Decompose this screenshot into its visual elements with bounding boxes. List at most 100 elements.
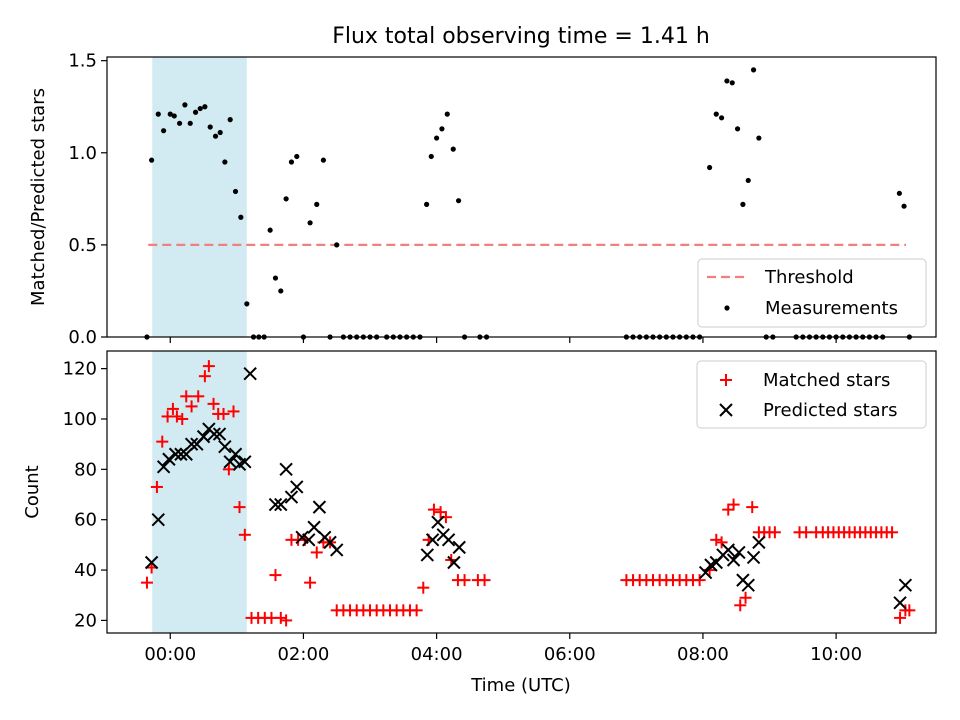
predicted-star-point xyxy=(168,447,183,461)
predicted-star-point xyxy=(746,550,761,565)
matched-star-point xyxy=(886,526,899,539)
measurement-point xyxy=(149,157,155,163)
bottom-panel: 20 40 60 80 100 120 00:00 02:00 04:00 06:00 08:00… xyxy=(22,350,937,696)
measurement-point xyxy=(176,120,183,126)
predicted-star-point xyxy=(243,366,257,381)
matched-star-point xyxy=(185,400,198,413)
matched-star-point xyxy=(458,574,471,587)
x-tick-label: 10:00 xyxy=(810,644,862,665)
x-axis-ticks-bottom: 00:00 02:00 04:00 06:00 08:00 10:00 xyxy=(144,633,862,665)
measurement-point xyxy=(202,104,208,110)
matched-star-point xyxy=(417,581,430,594)
matched-star-point xyxy=(233,501,246,514)
legend-matched-label: Matched stars xyxy=(763,370,890,391)
predicted-star-point xyxy=(312,500,327,514)
measurement-point xyxy=(283,196,289,202)
measurement-point xyxy=(187,120,193,126)
matched-star-point xyxy=(410,604,423,617)
measurement-point xyxy=(212,133,219,139)
measurement-point xyxy=(424,201,430,207)
matched-star-point xyxy=(274,611,287,624)
predicted-star-point xyxy=(174,447,188,461)
matched-star-point xyxy=(198,370,211,383)
predicted-star-point xyxy=(431,515,445,529)
measurement-point xyxy=(227,117,233,123)
measurement-point xyxy=(724,78,730,84)
y-tick-label: 60 xyxy=(74,510,97,531)
y-axis-ticks-bottom: 20 40 60 80 100 120 xyxy=(63,359,107,631)
predicted-star-point xyxy=(279,462,293,477)
matched-star-point xyxy=(176,412,189,425)
measurement-point xyxy=(155,111,161,117)
measurement-point xyxy=(745,177,751,184)
legend-top: Threshold Measurements xyxy=(697,258,927,328)
matched-stars-series xyxy=(140,360,916,627)
matched-star-point xyxy=(478,574,491,587)
predicted-star-point xyxy=(452,540,466,555)
measurement-point xyxy=(207,124,213,130)
measurement-point xyxy=(428,153,434,160)
predicted-star-point xyxy=(238,455,252,469)
predicted-star-point xyxy=(151,512,165,527)
predicted-star-point xyxy=(741,578,755,592)
measurement-point xyxy=(192,109,199,115)
y-tick-label: 80 xyxy=(74,459,97,480)
measurement-point xyxy=(267,227,273,233)
matched-star-point xyxy=(150,480,163,493)
y-tick-label: 120 xyxy=(63,359,97,380)
y-tick-label: 0.0 xyxy=(68,327,97,348)
matched-star-point xyxy=(894,611,907,624)
measurement-point xyxy=(320,157,327,163)
matched-star-point xyxy=(156,435,169,448)
predicted-star-point xyxy=(732,545,746,560)
measurement-point xyxy=(450,146,456,152)
matched-star-point xyxy=(434,506,447,519)
y-axis-label-top: Matched/Predicted stars xyxy=(28,88,49,306)
predicted-star-point xyxy=(218,439,232,454)
matched-star-point xyxy=(727,498,740,511)
x-tick-label: 02:00 xyxy=(277,644,329,665)
measurement-point xyxy=(756,135,762,141)
predicted-star-point xyxy=(893,596,907,610)
measurement-point xyxy=(272,275,279,281)
predicted-star-point xyxy=(721,543,735,557)
predicted-star-point xyxy=(228,447,243,461)
matched-star-point xyxy=(166,402,179,415)
y-axis-ticks-top: 0.0 0.5 1.0 1.5 xyxy=(68,51,107,348)
predicted-star-point xyxy=(179,447,193,461)
measurement-point xyxy=(197,105,203,112)
predicted-star-point xyxy=(425,533,440,547)
matched-star-point xyxy=(746,501,759,514)
predicted-star-point xyxy=(162,452,176,466)
legend-measurements-label: Measurements xyxy=(765,298,898,319)
measurement-point xyxy=(217,129,223,136)
matched-star-point xyxy=(227,405,240,418)
y-tick-label: 20 xyxy=(74,610,97,631)
matched-star-point xyxy=(739,591,752,604)
highlight-span xyxy=(152,57,247,337)
matched-star-point xyxy=(217,407,230,420)
measurement-point xyxy=(439,126,445,132)
measurement-point xyxy=(713,111,719,117)
measurement-point xyxy=(222,159,228,165)
measurement-point xyxy=(740,201,746,207)
legend-matched-swatch xyxy=(720,374,732,386)
measurement-point xyxy=(182,102,188,108)
predicted-star-point xyxy=(290,480,304,494)
matched-star-point xyxy=(715,536,728,549)
measurement-point xyxy=(734,126,741,132)
predicted-star-point xyxy=(184,437,199,451)
measurement-point xyxy=(896,190,902,196)
matched-star-point xyxy=(238,528,251,541)
predicted-star-point xyxy=(284,490,299,504)
predicted-star-point xyxy=(212,427,227,441)
matched-star-point xyxy=(304,576,317,589)
predicted-star-point xyxy=(307,520,321,534)
predicted-star-point xyxy=(274,497,288,512)
predicted-stars-series xyxy=(144,366,913,610)
measurement-point xyxy=(455,198,462,204)
predicted-star-point xyxy=(726,553,741,567)
legend-predicted-label: Predicted stars xyxy=(763,400,897,421)
predicted-star-point xyxy=(156,460,171,474)
